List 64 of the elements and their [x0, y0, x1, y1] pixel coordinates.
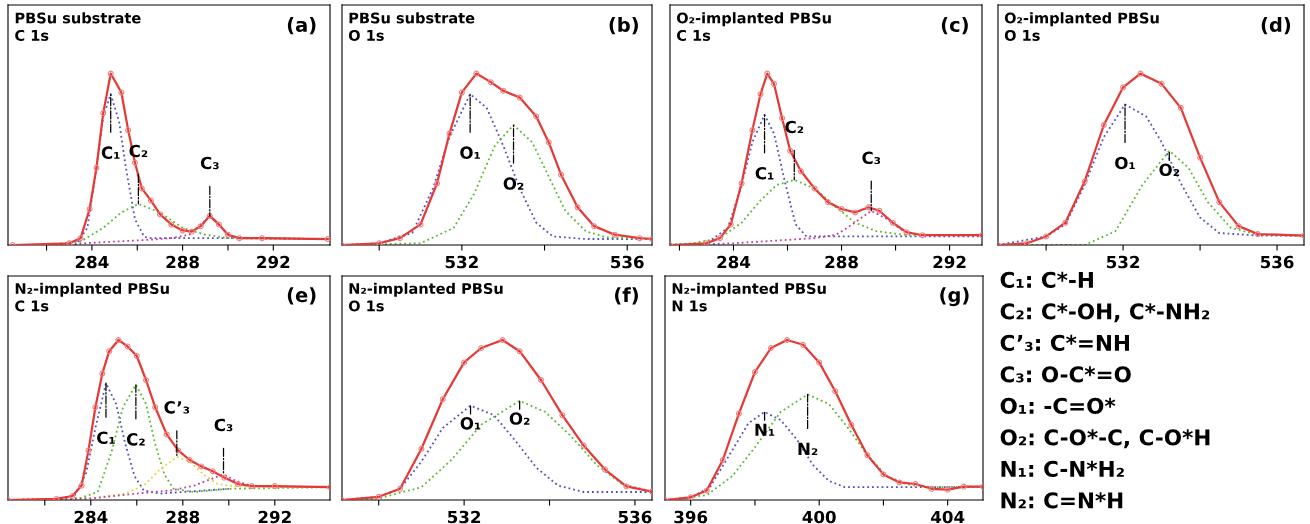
text: O₂: C-O*-C, C-O*H — [1000, 429, 1210, 449]
chart-title: PBSu substrate — [349, 12, 475, 24]
text: (f) — [615, 287, 638, 305]
annotation: O₂ — [1159, 163, 1180, 177]
chart-subtitle: O 1s — [1004, 29, 1040, 41]
text: N₁: C-N*H₂ — [1001, 460, 1124, 477]
annotation: C₃ — [214, 418, 233, 432]
chart-subtitle: N 1s — [672, 300, 707, 312]
text: N₂: C=N*H — [1001, 492, 1123, 509]
text: C₁: C*-H — [1000, 271, 1093, 288]
chart-subtitle: O 1s — [348, 29, 384, 41]
chart-title: PBSu substrate — [15, 12, 141, 24]
x-tick-label: 292 — [258, 510, 291, 524]
chart-subtitle: C 1s — [676, 29, 711, 41]
annotation: C₃ — [862, 151, 881, 165]
x-tick-label: 400 — [802, 510, 836, 524]
x-tick-label: 536 — [611, 255, 644, 269]
x-tick-label: 284 — [717, 255, 751, 269]
annotation: O₁ — [460, 417, 481, 430]
x-tick-label: 292 — [933, 255, 966, 269]
text: O₁: -C=O* — [1000, 397, 1116, 414]
text: (e) — [287, 287, 316, 305]
chart-title: N₂-implanted PBSu — [349, 282, 503, 297]
chart-subtitle: C 1s — [15, 29, 49, 41]
chart-title: O₂-implanted PBSu — [1004, 12, 1159, 27]
x-tick-label: 404 — [931, 510, 965, 524]
text: C₃: O-C*=O — [1000, 366, 1131, 383]
annotation: N₂ — [798, 442, 818, 456]
annotation: C₂ — [785, 120, 804, 134]
text: (b) — [609, 17, 638, 35]
annotation: O₂ — [509, 412, 530, 425]
text: (d) — [1261, 17, 1291, 35]
text: (a) — [287, 17, 316, 35]
chart-title: N₂-implanted PBSu — [15, 282, 169, 297]
x-tick-label: 396 — [674, 510, 708, 524]
text: C₂: C*-OH, C*-NH₂ — [1000, 303, 1210, 323]
annotation: C₁ — [755, 166, 774, 180]
chart-title: N₂-implanted PBSu — [672, 282, 826, 297]
chart-title: O₂-implanted PBSu — [676, 12, 831, 27]
annotation: O₂ — [503, 177, 524, 190]
annotation: C₃ — [200, 156, 219, 170]
text: (c) — [941, 17, 968, 35]
x-tick-label: 288 — [825, 255, 858, 269]
x-tick-label: 536 — [1260, 255, 1294, 269]
chart-subtitle: O 1s — [348, 300, 384, 312]
x-tick-label: 532 — [448, 510, 481, 524]
annotation: C’₃ — [164, 401, 190, 414]
annotation: C₂ — [126, 433, 145, 446]
annotation: N₁ — [755, 423, 775, 436]
x-tick-label: 532 — [1106, 255, 1140, 269]
x-tick-label: 288 — [166, 255, 199, 269]
x-tick-label: 284 — [75, 255, 109, 269]
x-tick-label: 532 — [445, 255, 478, 269]
text: C’₃: C*=NH — [1000, 334, 1129, 351]
chart-subtitle: C 1s — [15, 300, 49, 312]
text: (g) — [940, 287, 969, 307]
x-tick-label: 288 — [166, 510, 200, 524]
annotation: O₁ — [1115, 156, 1135, 170]
x-tick-label: 284 — [74, 510, 108, 524]
annotation: C₁ — [101, 146, 120, 159]
x-tick-label: 536 — [618, 510, 652, 524]
annotation: C₁ — [97, 431, 115, 445]
x-tick-label: 292 — [257, 255, 290, 269]
annotation: O₁ — [460, 146, 480, 159]
